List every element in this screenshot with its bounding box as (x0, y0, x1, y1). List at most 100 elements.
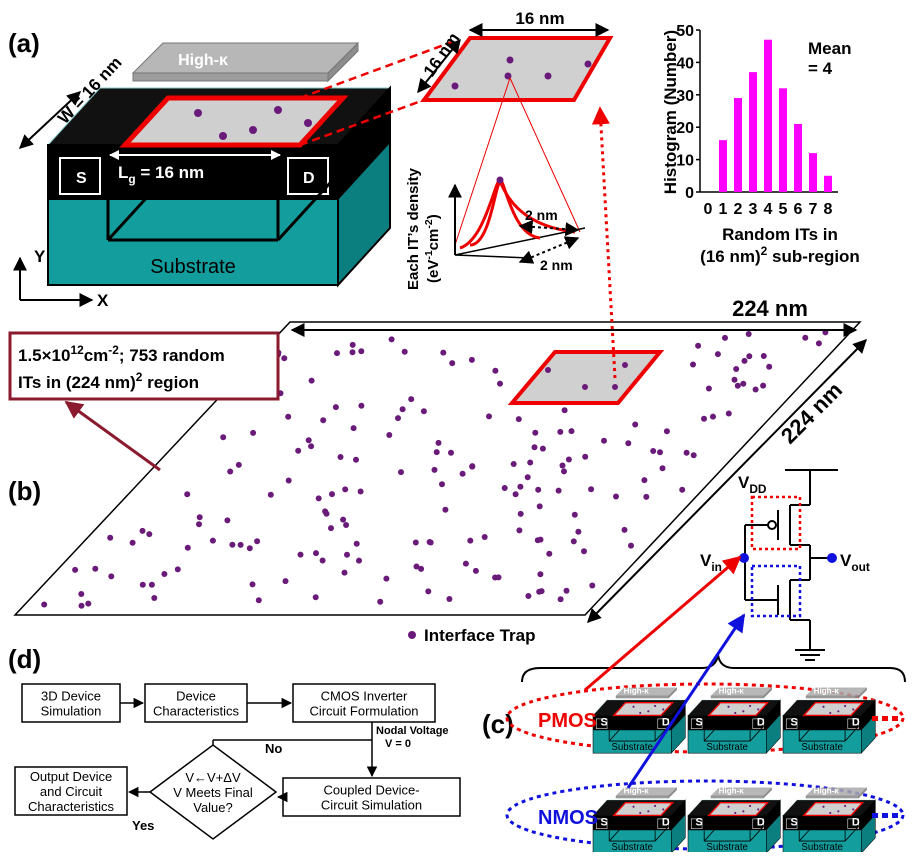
trap (497, 381, 503, 387)
x-tick-label: 3 (749, 201, 758, 218)
trap (802, 335, 808, 341)
trap (822, 706, 824, 708)
label: D (852, 717, 860, 729)
trap (695, 343, 701, 349)
trap (684, 450, 690, 456)
trap (527, 460, 533, 466)
trap (473, 568, 479, 574)
trap (72, 567, 78, 573)
trap (140, 582, 146, 588)
text-part: -1 (423, 250, 435, 259)
text-part: 16 nm (515, 9, 564, 28)
label: High-κ (719, 686, 745, 695)
trap (816, 340, 822, 346)
trap (408, 396, 414, 402)
label: S (76, 170, 87, 187)
trap (734, 712, 736, 714)
trap (581, 548, 587, 554)
trap (306, 437, 312, 443)
trap (389, 336, 395, 342)
trap (760, 383, 766, 389)
text-part: V (700, 551, 712, 570)
label: 2 nm (540, 257, 573, 273)
trap (421, 408, 427, 414)
text-part: S (76, 170, 87, 187)
text-part: S (696, 717, 703, 729)
trap (256, 597, 262, 603)
trap (732, 377, 738, 383)
trap (632, 706, 634, 708)
text-part: Mean (808, 39, 851, 58)
label: Interface Trap (424, 626, 536, 645)
trap (254, 538, 260, 544)
label: (eV-1cm-2) (423, 214, 442, 283)
gate-bubble (768, 521, 776, 529)
trap (557, 429, 563, 435)
trap (350, 342, 356, 348)
trap (632, 806, 634, 808)
text-part: S (791, 717, 798, 729)
label: VDD (738, 473, 767, 496)
trap (442, 507, 448, 513)
trap (647, 810, 649, 812)
trap (641, 477, 647, 483)
trap (440, 350, 446, 356)
trap (486, 413, 492, 419)
label: Substrate (150, 256, 236, 278)
text-part: (b) (8, 476, 41, 506)
trap (197, 514, 203, 520)
trap (247, 545, 253, 551)
trap (398, 469, 404, 475)
trap (452, 83, 459, 90)
trap (497, 177, 504, 184)
trap (662, 808, 664, 810)
trap (194, 109, 202, 117)
trap (639, 712, 641, 714)
trap (650, 448, 656, 454)
trap (837, 710, 839, 712)
text-part: ) (425, 214, 442, 219)
text-part: High- (178, 52, 219, 69)
trap (654, 705, 656, 707)
node-vout (827, 553, 837, 563)
trap (589, 583, 595, 589)
text-part: Substrate (706, 742, 748, 753)
trap (844, 805, 846, 807)
line (455, 255, 530, 258)
text-part: Interface Trap (424, 626, 536, 645)
text-part: 2 nm (525, 207, 558, 223)
text-part: (16 nm) (700, 247, 760, 266)
label: ITs in (224 nm)2 region (18, 370, 199, 392)
figure: (a)(b)(c)(d)SDSubstrateHigh-κLg = 16 nmW… (0, 0, 912, 852)
trap (130, 540, 136, 546)
bar (749, 72, 757, 192)
bar (764, 40, 772, 192)
trap (428, 540, 434, 546)
trap (236, 462, 242, 468)
trap (829, 812, 831, 814)
trap (502, 485, 508, 491)
text-part: (eV (425, 260, 442, 283)
trap (513, 491, 519, 497)
trap (196, 521, 202, 527)
trap (358, 348, 364, 354)
trap (161, 571, 167, 577)
trap (525, 593, 531, 599)
trap (268, 492, 274, 498)
label: High-κ (814, 786, 840, 795)
label: High-κ (624, 686, 650, 695)
device-mini: SDSubstrateHigh-κ (688, 786, 780, 852)
flow-text: V Meets Final (173, 785, 253, 800)
label: Random ITs in (722, 225, 838, 244)
trap (561, 468, 567, 474)
flow-text: and Circuit (40, 784, 103, 799)
label: D (303, 170, 315, 187)
text-part: 12 (70, 343, 84, 357)
flow-text: Device (176, 689, 216, 704)
trap (540, 446, 546, 452)
trap (400, 406, 406, 412)
label: X (97, 291, 109, 310)
trap (566, 457, 572, 463)
trap (749, 805, 751, 807)
trap (757, 808, 759, 810)
